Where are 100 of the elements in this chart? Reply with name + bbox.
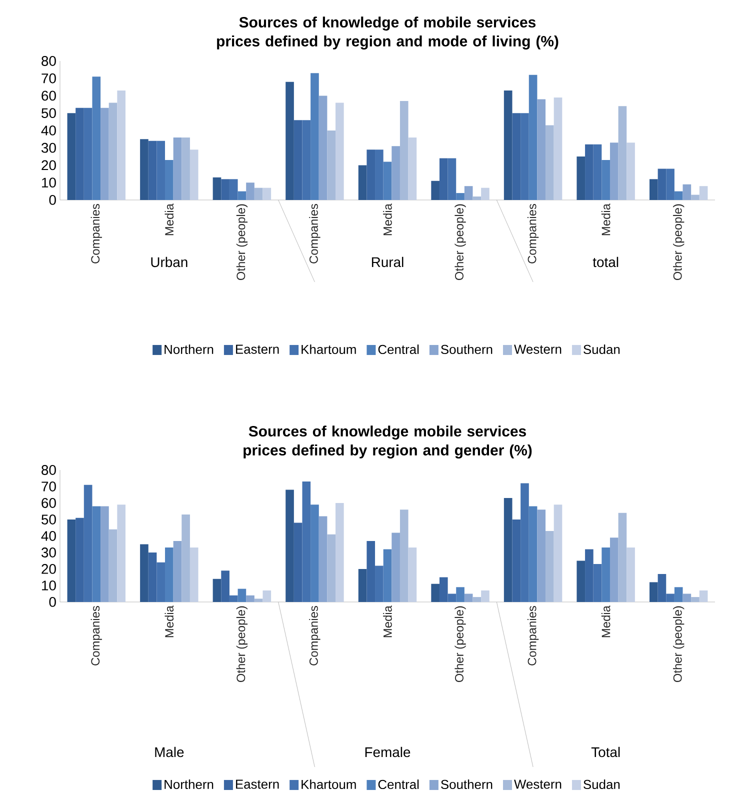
bar	[504, 498, 512, 602]
bar	[456, 193, 464, 200]
chart-title: Sources of knowledge of mobile services prices defined by region and mode of living (%)	[217, 16, 558, 50]
bar	[481, 590, 490, 602]
bar	[576, 560, 586, 602]
bar	[302, 482, 311, 602]
bar	[448, 158, 456, 200]
x-tick-label: Companies	[90, 204, 102, 264]
bar	[593, 144, 602, 200]
bar	[537, 99, 546, 200]
bar	[554, 97, 562, 200]
bar	[67, 113, 76, 200]
x-tick-label: Companies	[527, 606, 539, 666]
x-tick-label: Media	[383, 606, 392, 638]
bar	[439, 158, 448, 200]
text: Rural	[372, 256, 404, 268]
bar	[682, 594, 692, 602]
bar	[593, 564, 602, 602]
bar	[117, 90, 126, 200]
y-tick-label: 0	[49, 597, 56, 607]
bar	[576, 156, 586, 200]
y-tick-label: 40	[41, 126, 56, 136]
x-tick-label: Media	[601, 606, 610, 638]
y-tick-label: 50	[42, 108, 56, 118]
bar	[229, 179, 238, 200]
bar	[221, 179, 230, 200]
chart-title: Sources of knowledge mobile services prices defined by region and gender (%)	[244, 426, 532, 459]
text: total	[592, 256, 618, 268]
bar	[221, 570, 230, 602]
bar	[246, 182, 254, 200]
x-tick-label: Other (people)	[673, 204, 684, 280]
bar	[618, 512, 627, 602]
bar	[262, 188, 272, 200]
bar	[156, 562, 166, 602]
bar	[254, 598, 263, 602]
bar	[108, 529, 118, 602]
bar	[448, 594, 456, 602]
bar	[610, 538, 618, 602]
legend-label: Khartoum	[302, 344, 356, 354]
bar	[100, 506, 109, 602]
bar	[658, 168, 666, 200]
x-tick-label: Companies	[90, 606, 102, 666]
x-tick-label: Other (people)	[454, 606, 466, 682]
bar	[400, 510, 408, 602]
legend-label: Central	[378, 780, 419, 790]
bar	[546, 125, 554, 200]
bar	[481, 188, 490, 200]
bar	[602, 548, 610, 602]
bar	[400, 100, 408, 200]
bar	[310, 504, 319, 602]
bar	[658, 574, 666, 602]
bar	[286, 490, 294, 602]
bar	[546, 531, 554, 602]
bar	[327, 130, 336, 200]
bar	[472, 597, 482, 602]
bar	[229, 595, 238, 602]
bar	[254, 188, 263, 200]
bar	[366, 540, 376, 602]
bar	[173, 540, 182, 602]
bar	[294, 120, 302, 200]
bar	[117, 504, 126, 602]
y-tick-label: 70	[42, 73, 56, 84]
bar	[212, 177, 222, 200]
bar	[140, 544, 148, 602]
y-tick-label: 50	[42, 514, 56, 524]
bar	[84, 484, 92, 602]
x-tick-label: Media	[164, 606, 174, 638]
bar	[92, 76, 101, 200]
bar	[431, 180, 440, 200]
bar	[238, 588, 246, 602]
bar	[528, 74, 538, 200]
bar	[262, 590, 272, 602]
bar	[327, 534, 336, 602]
bar	[674, 191, 683, 200]
bar	[674, 587, 683, 602]
text: Urban	[151, 256, 188, 268]
y-tick-label: 10	[42, 178, 56, 188]
bar	[520, 483, 529, 602]
legend-label: Eastern	[236, 780, 279, 789]
bar	[439, 577, 448, 602]
bar	[375, 150, 384, 200]
bar	[182, 137, 190, 200]
bar	[140, 139, 148, 200]
bar	[691, 597, 700, 602]
x-tick-label: Other (people)	[673, 606, 684, 682]
bar	[392, 532, 400, 602]
bar	[294, 522, 302, 602]
bar	[699, 590, 708, 602]
bar	[246, 595, 254, 602]
bar	[512, 113, 521, 200]
bar	[336, 102, 344, 200]
x-tick-label: Media	[164, 204, 174, 236]
x-tick-label: Media	[383, 204, 392, 236]
bar	[431, 584, 440, 602]
bar	[148, 552, 157, 602]
bar	[666, 594, 674, 602]
legend-label: Eastern	[236, 344, 279, 354]
bar	[618, 106, 627, 200]
y-tick-label: 20	[42, 160, 56, 170]
bar	[392, 146, 400, 200]
